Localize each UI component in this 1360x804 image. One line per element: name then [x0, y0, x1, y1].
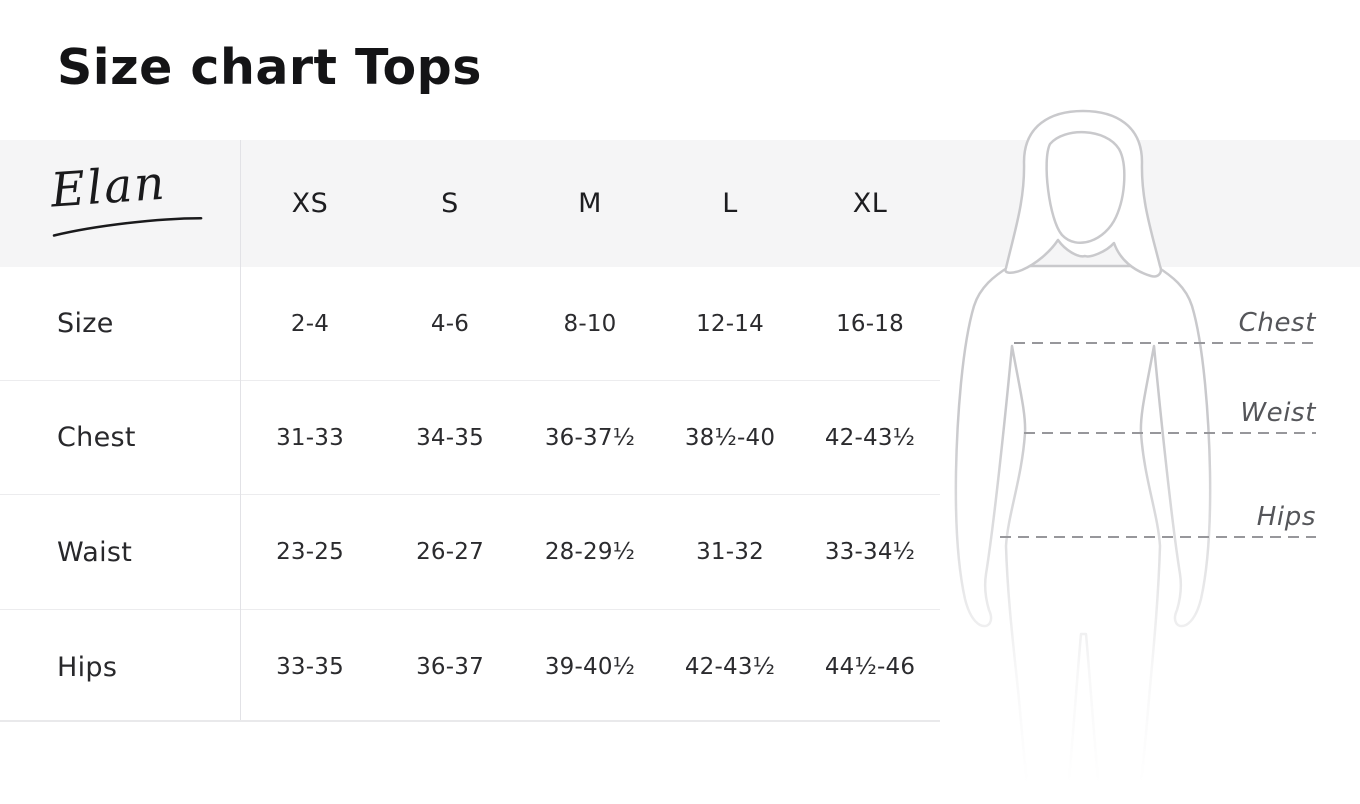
cell-value: 16-18 [836, 310, 904, 337]
figure-body-outline [954, 264, 1212, 790]
chest-measure-label: Chest [1238, 308, 1316, 338]
page-title: Size chart Tops [57, 39, 482, 96]
cell-value: 33-35 [276, 654, 344, 680]
row-label: Chest [57, 422, 136, 453]
brand-logo-underline [52, 216, 203, 237]
cell-value: 31-32 [696, 539, 764, 565]
row-label: Waist [57, 536, 133, 568]
cell-value: 12-14 [696, 310, 764, 337]
table-row-waist: Waist 23-25 26-27 28-29½ 31-32 33-34½ [0, 494, 940, 609]
cell-value: 38½-40 [684, 424, 776, 451]
weist-measure-label: Weist [1240, 398, 1316, 428]
table-header-row: Elan XS S M L XL [0, 140, 940, 267]
chest-dashed-line [1014, 342, 1316, 344]
table-bottom-border [0, 720, 940, 722]
cell-value: 23-25 [276, 539, 344, 565]
cell-value: 2-4 [290, 310, 330, 337]
figure-face-outline [1045, 131, 1126, 245]
cell-value: 31-33 [276, 424, 344, 451]
table-row-chest: Chest 31-33 34-35 36-37½ 38½-40 42-43½ [0, 380, 940, 494]
weist-dashed-line [1024, 432, 1316, 434]
hips-dashed-line [1000, 536, 1316, 538]
column-header-m: M [578, 188, 602, 219]
row-label: Hips [57, 651, 118, 683]
cell-value: 42-43½ [684, 654, 776, 680]
cell-value: 26-27 [416, 539, 484, 565]
body-figure-illustration [954, 109, 1212, 790]
cell-value: 44½-46 [824, 654, 916, 680]
column-header-xl: XL [852, 188, 888, 219]
column-header-s: S [441, 188, 459, 219]
table-row-hips: Hips 33-35 36-37 39-40½ 42-43½ 44½-46 [0, 609, 940, 724]
table-vertical-divider [240, 140, 241, 722]
cell-value: 33-34½ [824, 539, 916, 565]
size-chart-table: Elan XS S M L XL Size 2-4 4-6 8-10 12-14… [0, 140, 940, 724]
hips-measure-label: Hips [1256, 502, 1316, 532]
brand-logo: Elan [0, 140, 240, 267]
row-label: Size [57, 308, 114, 339]
cell-value: 36-37 [416, 654, 484, 680]
cell-value: 34-35 [416, 424, 484, 451]
cell-value: 39-40½ [544, 654, 636, 680]
cell-value: 28-29½ [544, 539, 636, 565]
column-header-xs: XS [291, 188, 329, 219]
cell-value: 36-37½ [544, 424, 636, 451]
column-header-l: L [722, 188, 738, 219]
brand-logo-text: Elan [48, 155, 169, 219]
cell-value: 42-43½ [824, 424, 916, 451]
cell-value: 4-6 [430, 310, 470, 337]
table-row-size: Size 2-4 4-6 8-10 12-14 16-18 [0, 267, 940, 380]
cell-value: 8-10 [563, 310, 617, 337]
